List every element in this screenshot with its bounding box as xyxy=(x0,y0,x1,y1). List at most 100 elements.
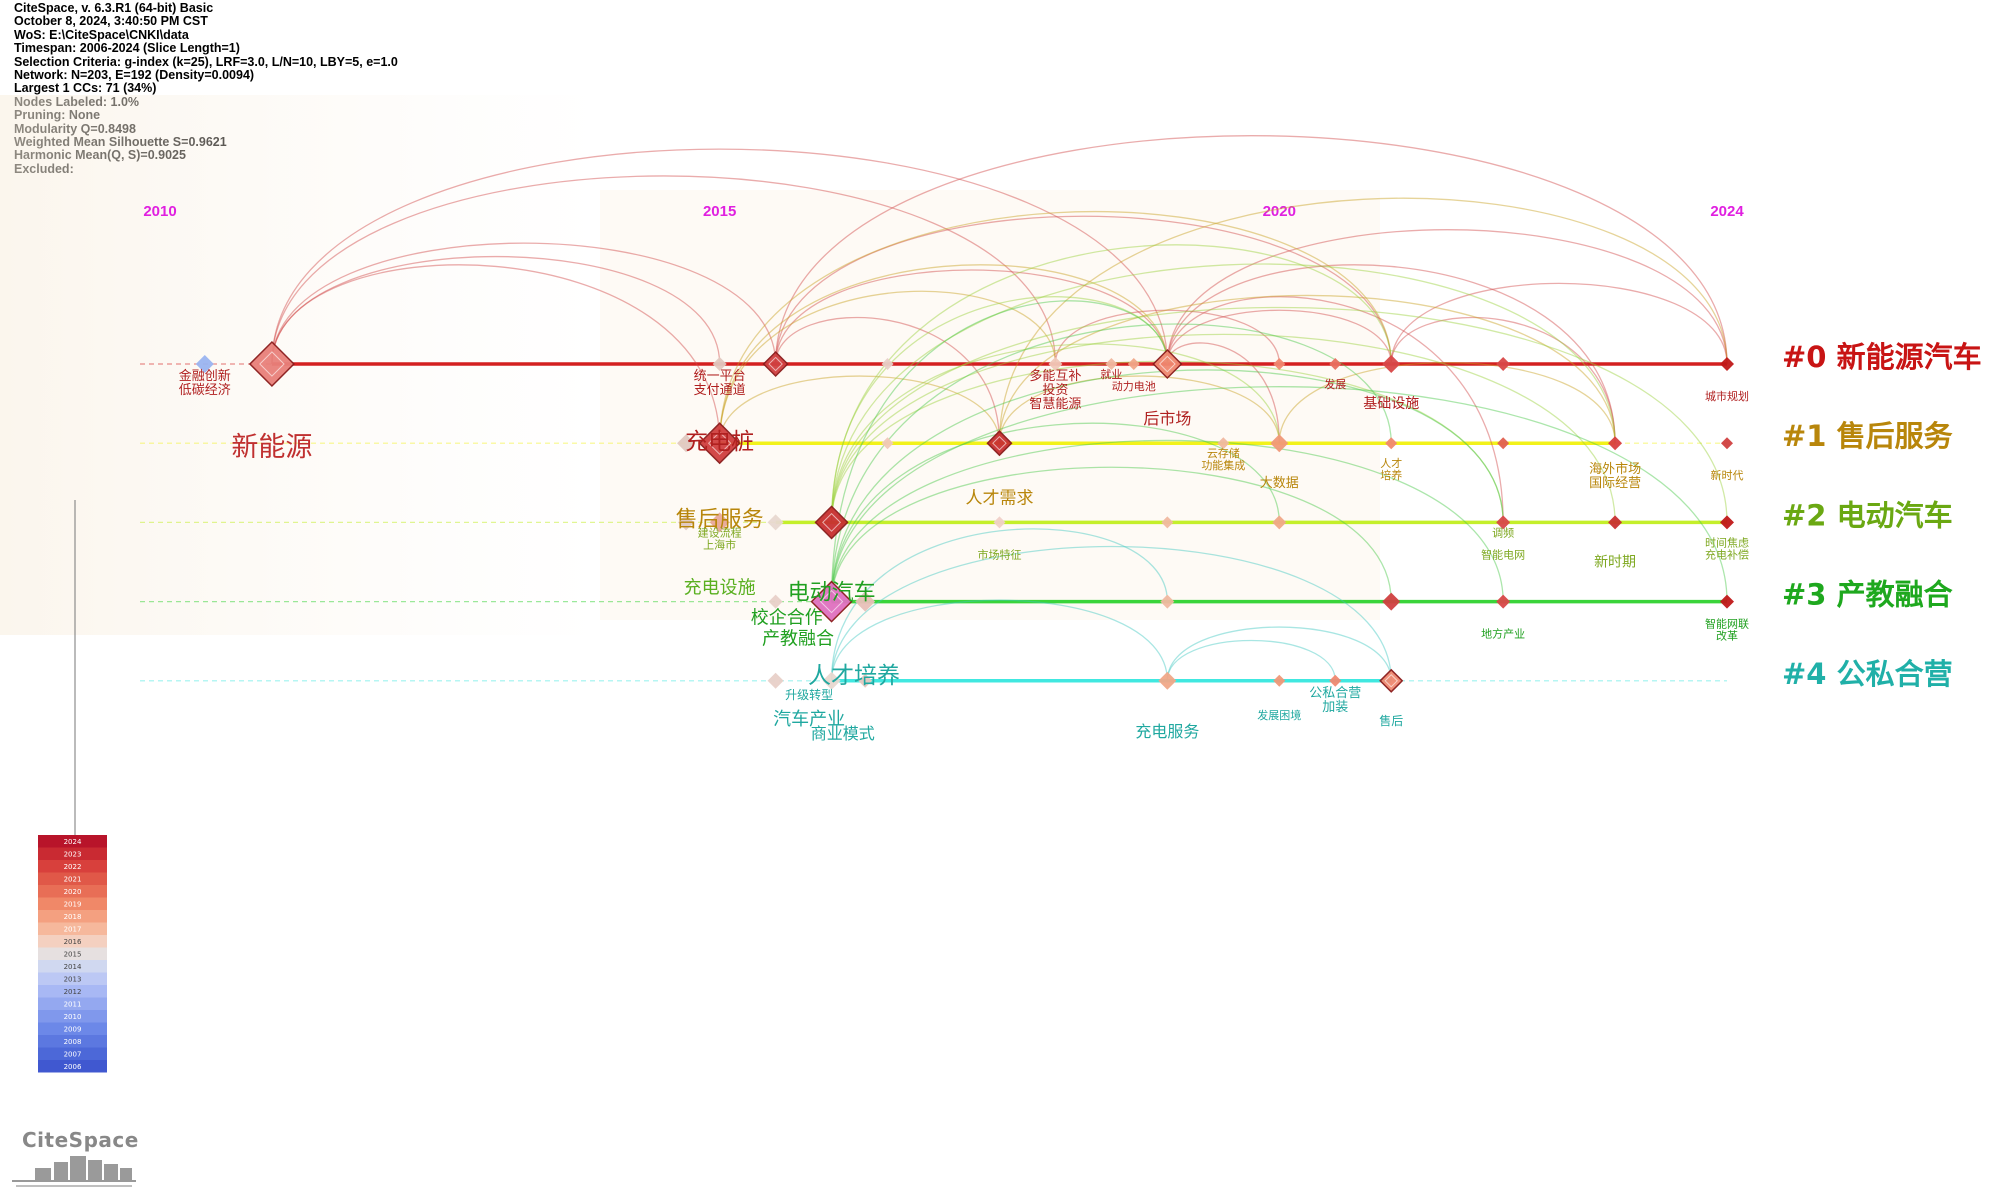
keyword-node xyxy=(1158,671,1177,690)
legend-year-label: 2019 xyxy=(64,901,82,909)
keyword-node xyxy=(1273,674,1286,687)
keyword-label: 售后服务 xyxy=(676,507,764,532)
keyword-node-ring xyxy=(1158,355,1176,373)
cluster-labels: #0 新能源汽车 #1 售后服务 #2 电动汽车 #3 产教融合 #4 公私合营 xyxy=(1782,340,1982,691)
link-arc xyxy=(774,316,1001,444)
link-arc xyxy=(830,323,1392,602)
cluster-lines xyxy=(140,362,1727,683)
keyword-node xyxy=(822,671,841,690)
cluster-label: #2 电动汽车 xyxy=(1782,498,1953,532)
keyword-node xyxy=(881,358,894,370)
link-arc xyxy=(830,244,1392,523)
keyword-node xyxy=(768,594,783,609)
keyword-label: 加装 xyxy=(1322,700,1348,715)
link-arc xyxy=(830,439,1504,602)
keyword-label: 发展困境 xyxy=(1257,708,1301,722)
keyword-node-ring xyxy=(822,512,842,532)
legend-swatch xyxy=(38,1022,107,1035)
legend-swatch xyxy=(38,947,107,960)
keyword-label: 售后 xyxy=(1379,713,1403,728)
keyword-node xyxy=(810,580,853,623)
keyword-node-ring xyxy=(992,435,1007,451)
link-arc xyxy=(998,375,1280,444)
keyword-label: 新时代 xyxy=(1711,468,1744,482)
keyword-label: 智能网联 xyxy=(1705,617,1749,631)
legend-swatch xyxy=(38,910,107,923)
legend-swatch xyxy=(38,1035,107,1048)
keyword-label: 城市规划 xyxy=(1705,389,1749,403)
keyword-node xyxy=(1385,437,1398,450)
legend-year-label: 2015 xyxy=(64,951,82,959)
legend-year-label: 2006 xyxy=(64,1063,82,1071)
keyword-label: 培养 xyxy=(1380,468,1402,482)
keyword-label: 新时期 xyxy=(1594,554,1636,570)
keyword-label: 支付通道 xyxy=(694,383,746,398)
keyword-node xyxy=(1105,358,1118,370)
legend-swatch xyxy=(38,1060,107,1073)
keyword-node xyxy=(855,591,876,612)
link-arc xyxy=(774,269,1169,365)
keyword-node xyxy=(1497,437,1510,450)
link-arc xyxy=(830,300,1169,602)
link-arc xyxy=(271,148,1169,365)
link-arc xyxy=(718,264,1169,444)
summary-line: October 8, 2024, 3:40:50 PM CST xyxy=(14,14,208,29)
keyword-label: 大数据 xyxy=(1260,476,1299,491)
cluster-label: #4 公私合营 xyxy=(1782,657,1953,691)
keyword-label: 统一平台 xyxy=(694,369,746,384)
link-arc xyxy=(998,197,1728,444)
keyword-node-ring xyxy=(259,351,285,377)
link-arc xyxy=(830,306,1728,523)
link-arc xyxy=(830,386,1728,602)
keyword-label: 后市场 xyxy=(1143,409,1191,428)
keyword-label: 就业 xyxy=(1100,367,1122,381)
keyword-label: 人才 xyxy=(1380,456,1402,470)
keyword-label: 电动汽车 xyxy=(788,581,876,606)
link-arc xyxy=(1166,229,1728,365)
logo-building xyxy=(120,1168,132,1180)
keyword-node xyxy=(1273,358,1286,370)
link-arc xyxy=(1390,316,1616,444)
link-arc xyxy=(830,263,1616,523)
background-wash xyxy=(600,190,1380,620)
keyword-node xyxy=(1721,437,1733,450)
legend-year-label: 2017 xyxy=(64,926,82,934)
logo-building xyxy=(70,1156,86,1180)
keyword-node-ring xyxy=(707,431,732,455)
keyword-node xyxy=(195,355,214,373)
keyword-label: 产教融合 xyxy=(762,629,834,650)
link-arc xyxy=(830,296,1169,523)
keyword-label: 时间焦虑 xyxy=(1705,536,1749,549)
keyword-node xyxy=(993,516,1006,529)
legend-swatch xyxy=(38,935,107,948)
keyword-label: 充电桩 xyxy=(685,429,754,455)
link-arc xyxy=(1054,309,1280,365)
legend-year-label: 2024 xyxy=(64,838,82,846)
keyword-node xyxy=(1720,357,1734,371)
keyword-nodes xyxy=(195,340,1734,693)
keyword-node xyxy=(1496,594,1511,609)
legend-year-label: 2016 xyxy=(64,938,82,946)
keyword-label: 新能源 xyxy=(231,432,312,463)
legend-swatch xyxy=(38,835,107,848)
keyword-node xyxy=(1329,674,1342,687)
legend-year-label: 2014 xyxy=(64,963,82,971)
logo-building xyxy=(35,1168,51,1180)
legend-year-label: 2021 xyxy=(64,876,82,884)
link-arc xyxy=(271,255,721,365)
keyword-label: 充电设施 xyxy=(684,578,756,599)
keyword-node xyxy=(858,673,873,688)
keyword-label: 发展 xyxy=(1324,377,1346,391)
keyword-node xyxy=(881,437,894,450)
year-tick-label: 2015 xyxy=(703,203,736,220)
summary-line: Largest 1 CCs: 71 (34%) xyxy=(14,81,157,96)
keyword-node xyxy=(709,512,730,533)
cluster-label: #1 售后服务 xyxy=(1782,419,1953,453)
keyword-node xyxy=(712,357,727,371)
keyword-node xyxy=(1272,515,1287,530)
year-axis: 2010 2015 2020 2024 xyxy=(143,203,1744,220)
legend-year-label: 2013 xyxy=(64,976,82,984)
keyword-label: 国际经营 xyxy=(1589,476,1641,491)
link-arc xyxy=(830,333,1616,523)
